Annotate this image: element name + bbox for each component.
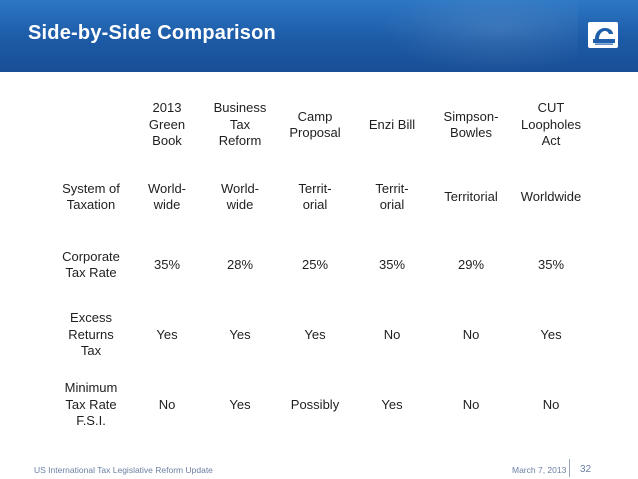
footer-date: March 7, 2013 <box>512 465 567 475</box>
table-cell: 25% <box>301 256 329 272</box>
table-cell: 35% <box>378 256 406 272</box>
row-label: Excess Returns Tax <box>68 310 114 359</box>
table-cell: Yes <box>156 326 178 342</box>
table-cell: 35% <box>537 256 565 272</box>
table-cell: World-wide <box>220 180 260 213</box>
slide-title: Side-by-Side Comparison <box>28 22 276 44</box>
slide-header: Side-by-Side Comparison <box>0 0 638 72</box>
table-cell: No <box>158 396 176 412</box>
footer-presentation-title: US International Tax Legislative Reform … <box>34 465 213 475</box>
footer-divider <box>569 459 570 477</box>
company-logo <box>588 22 618 48</box>
table-cell: Territ-orial <box>375 180 409 213</box>
column-header: Camp Proposal <box>289 108 341 141</box>
table-cell: No <box>462 396 480 412</box>
table-cell: 28% <box>226 256 254 272</box>
table-cell: Worldwide <box>520 188 582 204</box>
table-cell: 35% <box>153 256 181 272</box>
column-header: CUT Loopholes Act <box>521 100 581 149</box>
page-number: 32 <box>580 464 592 475</box>
row-label: Minimum Tax Rate F.S.I. <box>64 380 118 429</box>
table-cell: World-wide <box>147 180 187 213</box>
table-cell: Possibly <box>290 396 340 412</box>
table-cell: Yes <box>540 326 562 342</box>
column-header: Simpson- Bowles <box>443 108 499 141</box>
row-label: System of Taxation <box>62 180 120 213</box>
table-cell: Yes <box>229 326 251 342</box>
table-cell: 29% <box>457 256 485 272</box>
column-header: Business Tax Reform <box>213 100 267 149</box>
table-cell: Territ-orial <box>298 180 332 213</box>
column-header: 2013 Green Book <box>148 100 186 149</box>
table-cell: No <box>383 326 401 342</box>
table-cell: Yes <box>304 326 326 342</box>
table-cell: Yes <box>381 396 403 412</box>
row-label: Corporate Tax Rate <box>62 248 120 281</box>
table-cell: No <box>542 396 560 412</box>
column-header: Enzi Bill <box>368 116 416 132</box>
table-cell: Yes <box>229 396 251 412</box>
table-cell: Territorial <box>444 188 498 204</box>
table-cell: No <box>462 326 480 342</box>
